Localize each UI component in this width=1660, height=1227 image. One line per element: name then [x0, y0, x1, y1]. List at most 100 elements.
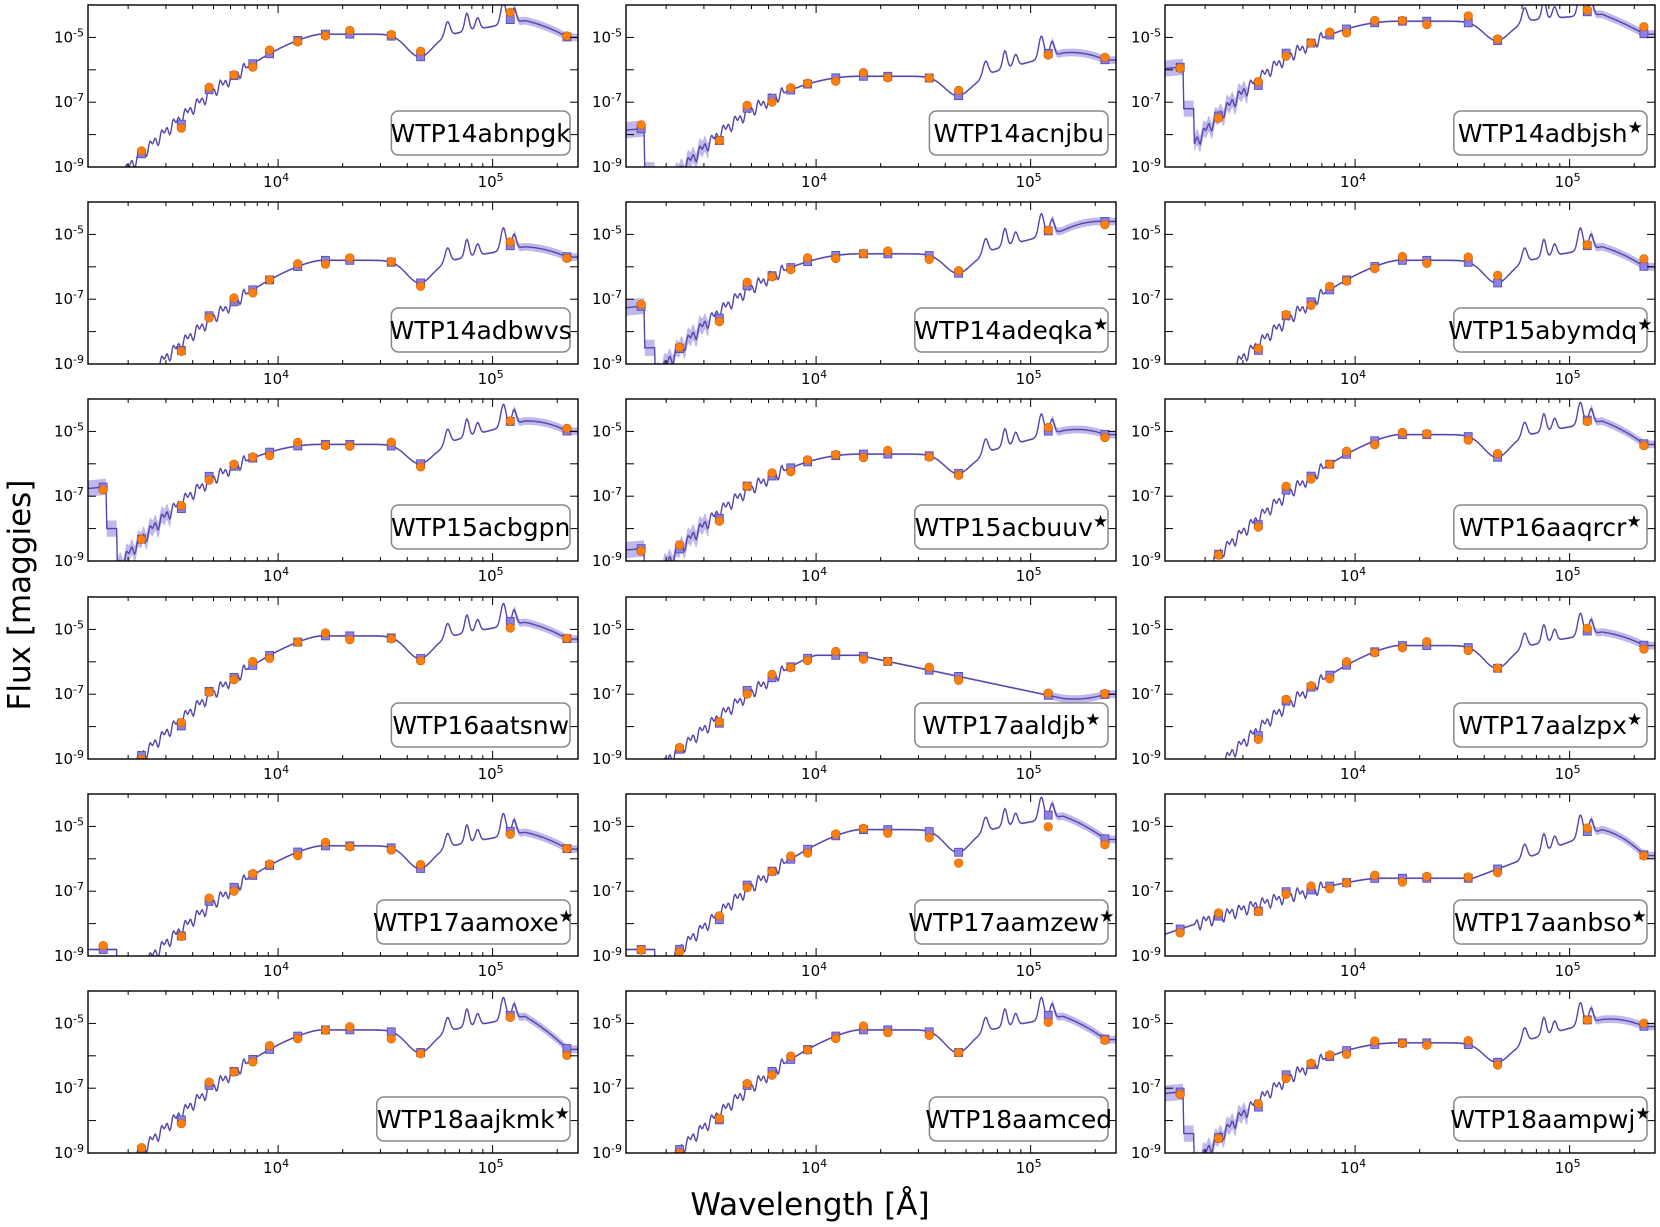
model-spectrum-line	[136, 602, 578, 759]
observed-photometry-point	[1043, 822, 1053, 832]
model-spectrum-line	[154, 227, 578, 364]
observed-photometry-point	[1325, 884, 1335, 894]
plot-area	[626, 212, 1116, 364]
observed-photometry-point	[1422, 258, 1432, 269]
sed-panel: 104 105 10-9 10-7 10-5 WTP14adbwvs	[54, 201, 579, 388]
model-spectrum-line	[125, 5, 578, 167]
x-tick-label: 104	[1340, 960, 1366, 980]
observed-photometry-point	[386, 257, 396, 267]
observed-photometry-point	[924, 1030, 934, 1040]
observed-photometry-point	[416, 46, 426, 56]
x-tick-label: 104	[801, 960, 827, 980]
observed-photometry-point	[1342, 446, 1352, 456]
observed-photometry-point	[924, 73, 934, 83]
observed-photometry-point	[1463, 1036, 1473, 1046]
model-spectrum-line	[136, 996, 578, 1153]
x-tick-label: 105	[478, 960, 504, 980]
x-tick-label: 104	[263, 171, 289, 191]
model-uncertainty-band	[626, 212, 1116, 364]
panel-label-box	[914, 899, 1109, 945]
y-tick-label: 10-7	[1131, 683, 1161, 703]
panel-label-box	[390, 110, 571, 156]
observed-photometry-point	[714, 516, 724, 526]
y-tick-label: 10-5	[592, 420, 622, 440]
observed-photometry-point	[248, 62, 258, 72]
observed-photometry-point	[1493, 663, 1503, 673]
observed-photometry-point	[858, 248, 869, 259]
panel-label: WTP14acnjbu	[933, 119, 1103, 148]
sed-panel: 104 105 10-9 10-7 10-5 WTP15acbuuv★	[592, 398, 1117, 585]
model-spectrum-line	[1165, 5, 1655, 146]
observed-photometry-point	[416, 860, 426, 870]
sed-panel: 104 105 10-9 10-7 10-5 WTP14adbjsh★	[1131, 4, 1656, 191]
observed-photometry-point	[924, 254, 934, 265]
panel-label-box	[376, 899, 571, 945]
observed-photometry-point	[674, 1148, 685, 1153]
observed-photometry-point	[767, 1070, 777, 1080]
panel-frame	[1164, 201, 1656, 365]
observed-photometry-point	[714, 911, 724, 921]
observed-photometry-point	[954, 675, 964, 685]
observed-photometry-point	[229, 1067, 239, 1077]
x-tick-label: 104	[801, 565, 827, 585]
model-spectrum-line	[1231, 227, 1655, 364]
observed-photometry-point	[954, 858, 964, 868]
y-tick-label: 10-5	[1131, 618, 1161, 638]
panel-label-box	[914, 307, 1109, 353]
observed-photometry-point	[320, 1025, 331, 1035]
observed-photometry-point	[1253, 906, 1263, 917]
panel-frame	[87, 596, 579, 760]
observed-photometry-point	[714, 135, 724, 146]
observed-photometry-point	[858, 1021, 869, 1031]
y-tick-label: 10-7	[592, 1077, 622, 1097]
observed-photometry-point	[1639, 1018, 1649, 1028]
observed-photometry-point	[1397, 427, 1408, 438]
y-tick-label: 10-7	[592, 880, 622, 900]
observed-photometry-point	[248, 288, 258, 298]
observed-photometry-point	[505, 829, 515, 839]
observed-photometry-point	[204, 687, 214, 697]
observed-photometry-point	[767, 97, 777, 107]
observed-photometry-point	[293, 37, 303, 47]
observed-photometry-point	[1463, 645, 1473, 656]
y-tick-label: 10-9	[54, 1142, 84, 1162]
observed-photometry-point	[803, 455, 813, 465]
sed-panel: 104 105 10-9 10-7 10-5 WTP15acbgpn	[54, 398, 579, 585]
x-tick-label: 105	[478, 1157, 504, 1177]
panel-label-box	[376, 1096, 571, 1142]
observed-photometry-point	[562, 843, 572, 854]
y-tick-label: 10-9	[592, 748, 622, 768]
plot-area	[663, 646, 1116, 759]
observed-photometry-point	[1582, 416, 1592, 427]
y-tick-label: 10-9	[1131, 156, 1161, 176]
observed-photometry-point	[562, 253, 572, 264]
observed-photometry-point	[1582, 5, 1592, 15]
y-axis-title: Flux [maggies]	[2, 480, 38, 711]
observed-photometry-point	[1253, 1099, 1263, 1109]
x-tick-label: 104	[263, 368, 289, 388]
observed-photometry-point	[1397, 877, 1408, 887]
observed-photometry-point	[416, 462, 426, 472]
observed-photometry-point	[1281, 694, 1291, 704]
observed-photometry-point	[1281, 889, 1291, 899]
x-tick-label: 105	[1555, 763, 1581, 783]
y-tick-label: 10-9	[1131, 550, 1161, 570]
observed-photometry-point	[1325, 1050, 1335, 1060]
observed-photometry-point	[1253, 343, 1263, 353]
observed-photometry-point	[1325, 674, 1335, 684]
panel-frame	[1164, 4, 1656, 168]
x-tick-label: 104	[801, 763, 827, 783]
observed-photometry-point	[386, 845, 396, 855]
y-tick-label: 10-5	[1131, 815, 1161, 835]
observed-photometry-point	[858, 452, 869, 463]
x-tick-label: 104	[1340, 171, 1366, 191]
observed-photometry-point	[1639, 22, 1649, 32]
observed-photometry-point	[98, 485, 108, 495]
panel-label: WTP14abnpgk	[391, 119, 572, 148]
y-tick-label: 10-7	[592, 91, 622, 111]
sed-panel: 104 105 10-9 10-7 10-5 WTP17aalzpx★	[1131, 596, 1656, 783]
observed-photometry-point	[786, 265, 796, 275]
x-tick-label: 105	[1555, 565, 1581, 585]
panel-frame	[1164, 596, 1656, 760]
y-tick-label: 10-5	[1131, 26, 1161, 46]
